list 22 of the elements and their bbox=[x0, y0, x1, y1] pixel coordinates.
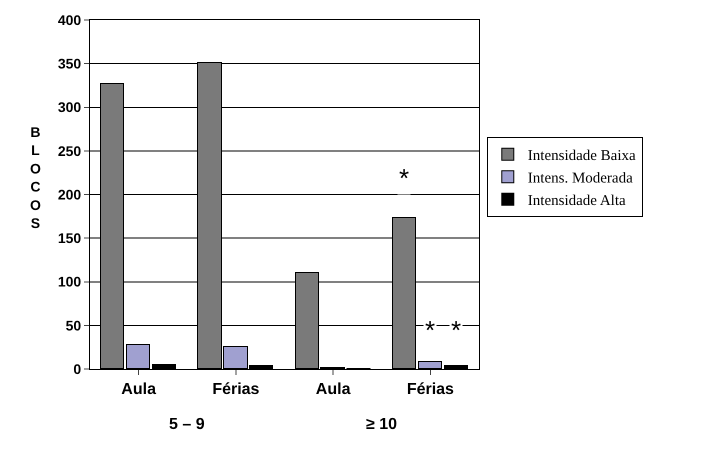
legend-label: Intensidade Baixa bbox=[528, 148, 636, 164]
legend-label: Intens. Moderada bbox=[528, 170, 634, 187]
x-tick-label: Aula bbox=[121, 381, 156, 398]
text: 5 – 9 bbox=[169, 416, 205, 433]
y-tick-label: 250 bbox=[58, 142, 82, 159]
y-tick-label: 200 bbox=[58, 186, 82, 202]
y-tick-label: 150 bbox=[58, 230, 82, 246]
annotation: * bbox=[425, 315, 436, 345]
y-tick-label: 0 bbox=[73, 360, 82, 377]
text: ≥ 10 bbox=[366, 416, 398, 433]
y-tick-label: 350 bbox=[58, 56, 82, 72]
annotation: * bbox=[399, 163, 410, 193]
y-tick-label: 400 bbox=[58, 12, 82, 28]
x-tick-label: Férias bbox=[406, 381, 454, 398]
y-tick-label: 300 bbox=[58, 99, 82, 116]
y-tick-label: 100 bbox=[58, 274, 82, 290]
annotation: * bbox=[451, 315, 462, 345]
y-tick-label: 50 bbox=[66, 317, 82, 334]
x-tick-label: Aula bbox=[316, 381, 351, 398]
legend-label: Intensidade Alta bbox=[528, 193, 626, 210]
x-tick-label: Férias bbox=[212, 381, 260, 398]
y-axis-title: BLOCOS bbox=[30, 124, 41, 231]
